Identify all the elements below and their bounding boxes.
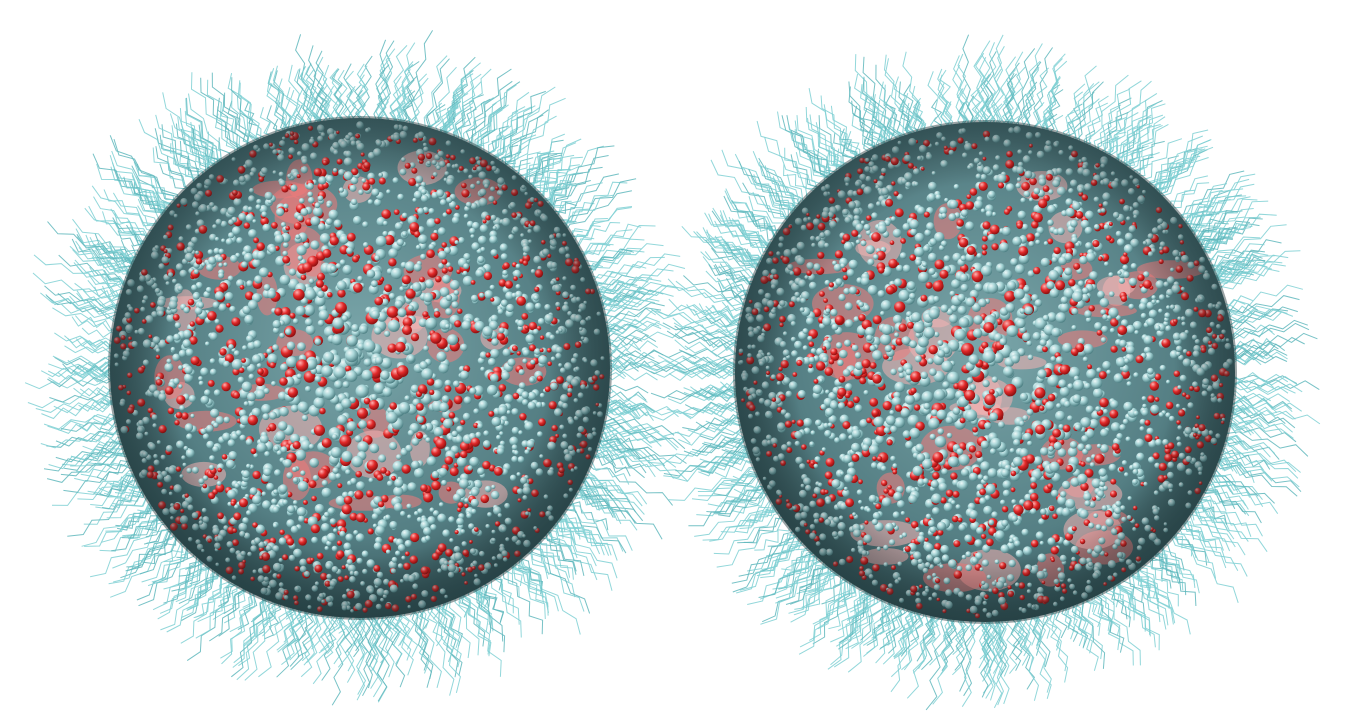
micelle-right [639,34,1321,711]
micelle-left-edge-shade [108,116,612,620]
micelle-left [24,30,701,706]
micelle-right-edge-shade [733,120,1237,624]
